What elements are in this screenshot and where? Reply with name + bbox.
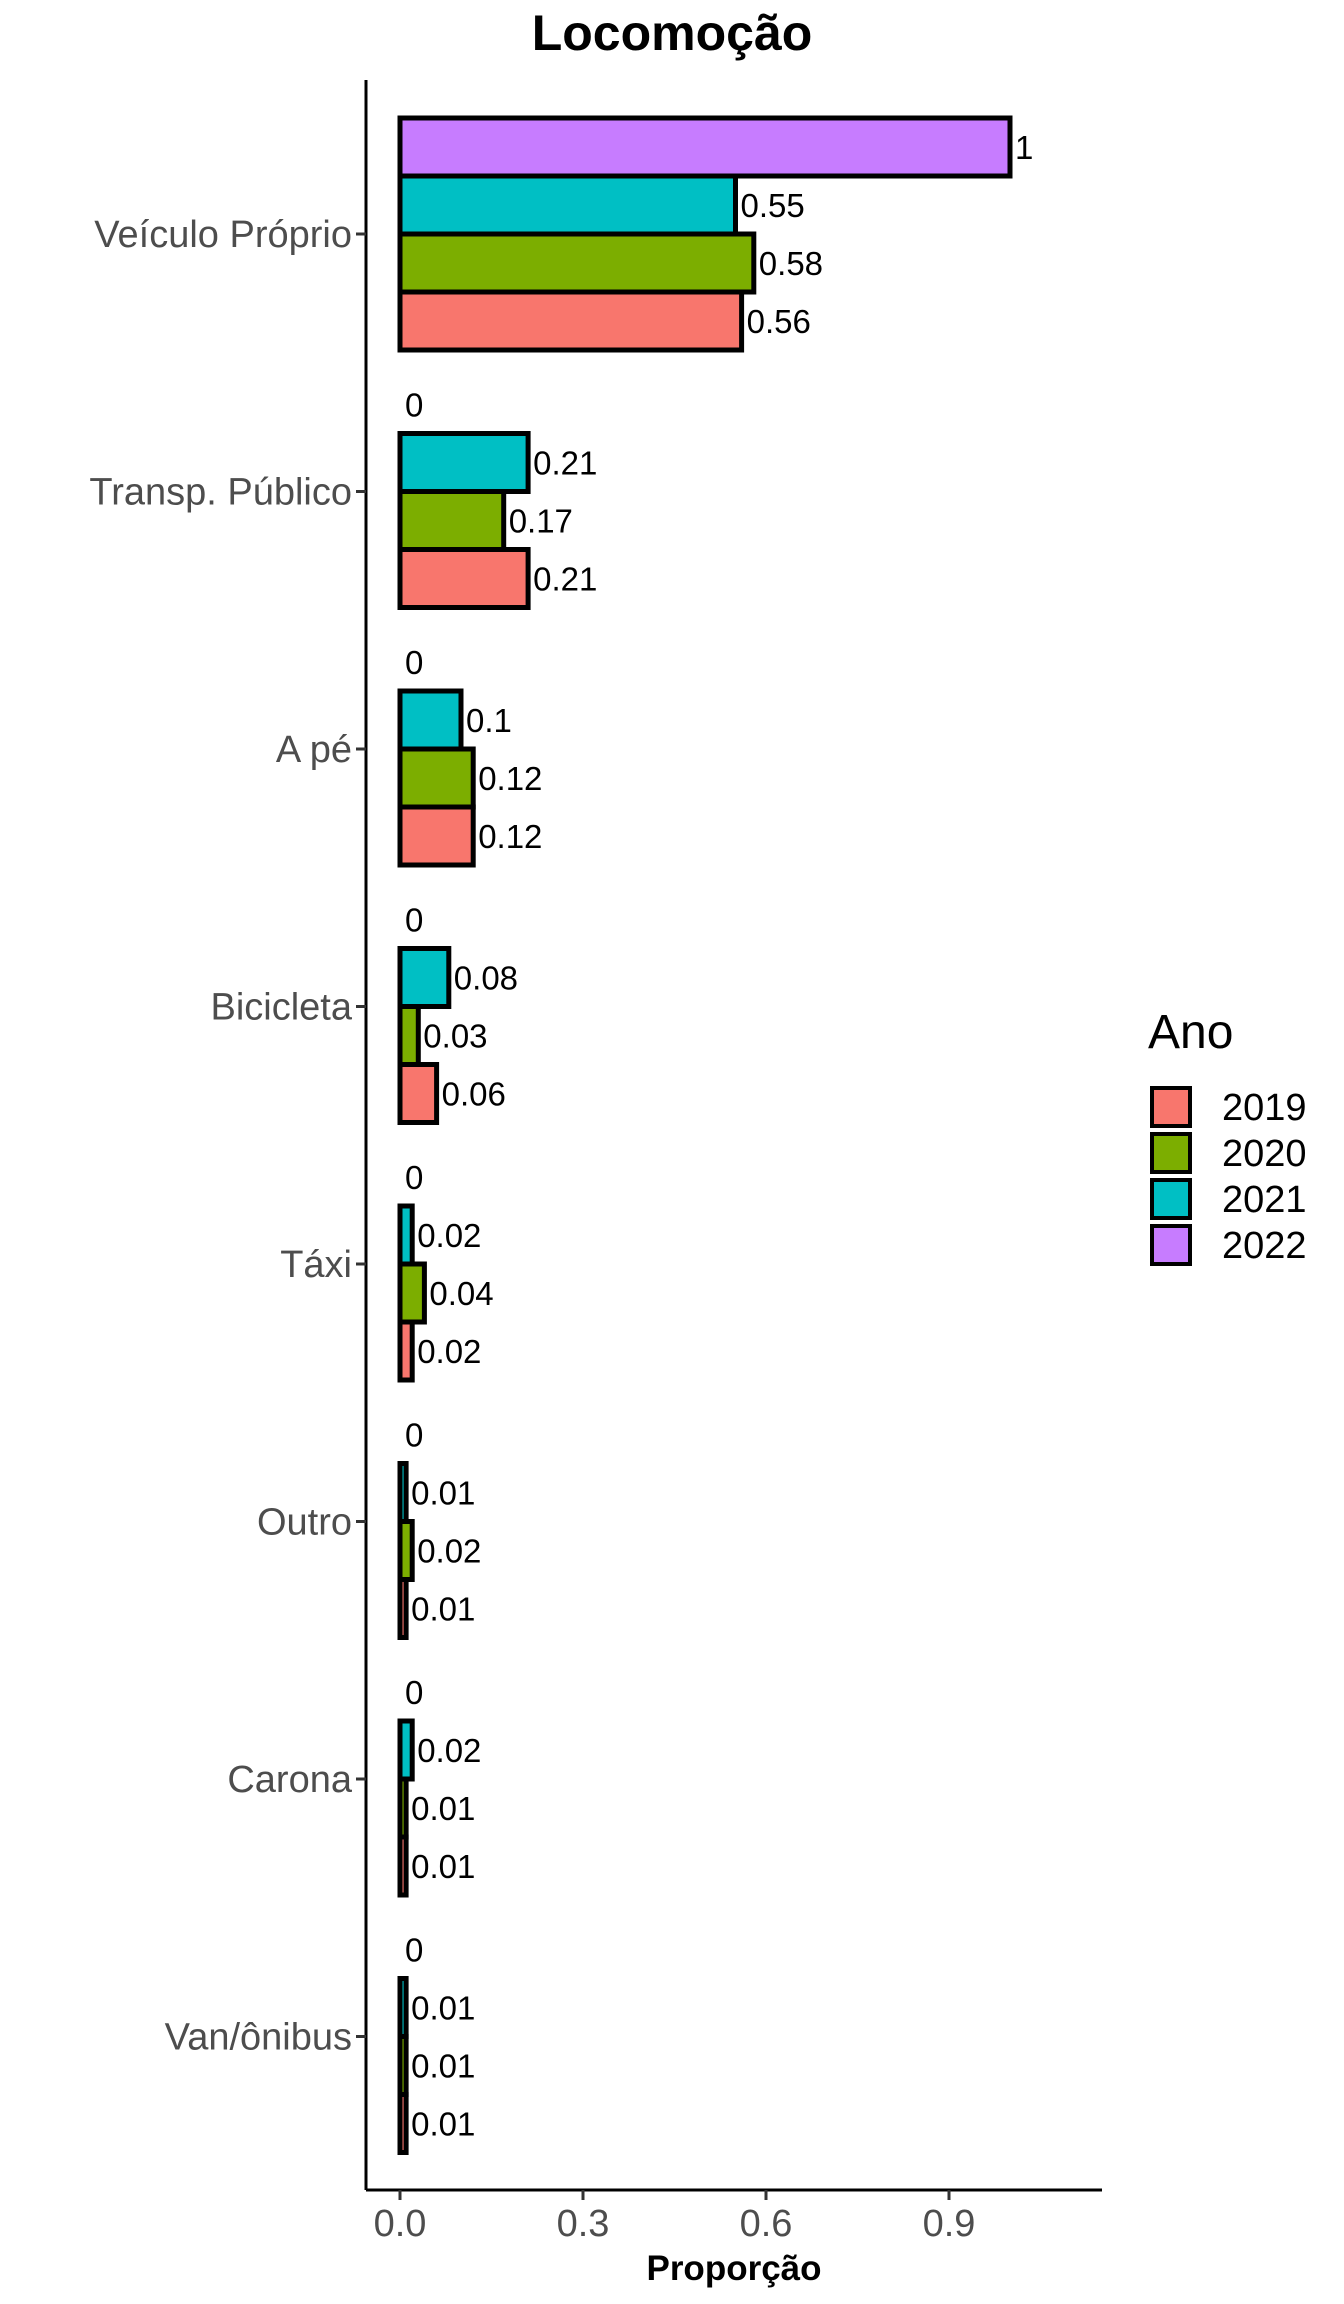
bar-taxi-2020 [397,1261,427,1325]
bar-carona-2020 [397,1776,409,1840]
data-label-veiculo-proprio-2019: 0.56 [747,303,811,340]
legend-label-2020: 2020 [1222,1133,1307,1175]
legend-key-2019 [1150,1086,1192,1128]
data-label-carona-2020: 0.01 [411,1790,475,1827]
y-tick-label-outro: Outro [257,1502,352,1544]
data-label-carona-2022: 0 [405,1674,423,1711]
data-label-a-pe-2021: 0.1 [466,702,512,739]
x-axis-title: Proporção [646,2249,821,2288]
bar-veiculo-proprio-2019 [397,289,745,353]
data-label-transp-publico-2021: 0.21 [533,445,597,482]
y-tick-label-veiculo-proprio: Veículo Próprio [94,214,352,256]
data-label-transp-publico-2022: 0 [405,387,423,424]
data-label-veiculo-proprio-2021: 0.55 [741,187,805,224]
bar-taxi-2019 [397,1319,415,1383]
x-tick-label-1: 0.3 [557,2203,610,2245]
data-label-taxi-2019: 0.02 [417,1333,481,1370]
bar-veiculo-proprio-2020 [397,231,757,295]
data-label-carona-2019: 0.01 [411,1848,475,1885]
bar-a-pe-2021 [397,688,464,752]
bar-a-pe-2020 [397,746,476,810]
bar-outro-2019 [397,1577,409,1640]
data-label-van-onibus-2020: 0.01 [411,2048,475,2085]
legend-label-2019: 2019 [1222,1087,1307,1129]
data-label-bicicleta-2020: 0.03 [423,1018,487,1055]
data-label-outro-2020: 0.02 [417,1533,481,1570]
data-label-transp-publico-2019: 0.21 [533,561,597,598]
data-label-outro-2021: 0.01 [411,1475,475,1512]
data-label-van-onibus-2022: 0 [405,1932,423,1969]
data-label-a-pe-2022: 0 [405,644,423,681]
x-tick-label-3: 0.9 [923,2203,976,2245]
bar-transp-publico-2021 [397,431,531,494]
x-axis-ticks: 0.0 0.3 0.6 0.9 [374,2190,976,2245]
data-label-taxi-2022: 0 [405,1159,423,1196]
bar-veiculo-proprio-2021 [397,173,738,237]
data-label-veiculo-proprio-2020: 0.58 [759,245,823,282]
bar-a-pe-2019 [397,804,476,868]
x-tick-label-2: 0.6 [740,2203,793,2245]
legend-key-2021 [1150,1178,1192,1220]
bar-van-onibus-2021 [397,1976,409,2039]
y-tick-label-van-onibus: Van/ônibus [165,2017,352,2059]
data-label-a-pe-2020: 0.12 [478,760,542,797]
y-tick-label-taxi: Táxi [280,1244,352,1286]
data-label-carona-2021: 0.02 [417,1732,481,1769]
data-label-a-pe-2019: 0.12 [478,818,542,855]
bar-van-onibus-2020 [397,2034,409,2097]
data-label-van-onibus-2021: 0.01 [411,1990,475,2027]
data-label-outro-2019: 0.01 [411,1591,475,1628]
y-tick-label-a-pe: A pé [276,729,352,771]
data-label-bicicleta-2021: 0.08 [454,960,518,997]
plot-area: 0.56 0.58 0.55 1 0.21 0.17 0.21 0 0.12 0.12 0.1 0 0.… [397,115,1033,2155]
chart-title: Locomoção [532,5,813,61]
y-tick-label-transp-publico: Transp. Público [89,472,352,514]
bar-bicicleta-2021 [397,946,452,1009]
legend-label-2022: 2022 [1222,1225,1307,1267]
bar-veiculo-proprio-2022 [397,115,1013,179]
bar-carona-2021 [397,1718,415,1782]
bar-transp-publico-2020 [397,489,507,552]
data-label-bicicleta-2022: 0 [405,902,423,939]
bar-taxi-2021 [397,1203,415,1267]
bar-outro-2021 [397,1461,409,1524]
data-label-taxi-2020: 0.04 [429,1275,493,1312]
bar-bicicleta-2020 [397,1004,421,1067]
data-label-van-onibus-2019: 0.01 [411,2106,475,2143]
data-label-outro-2022: 0 [405,1417,423,1454]
legend-key-2022 [1150,1224,1192,1266]
y-tick-label-carona: Carona [227,1759,352,1801]
data-label-veiculo-proprio-2022: 1 [1015,129,1033,166]
legend-title: Ano [1148,1006,1233,1059]
bar-transp-publico-2019 [397,547,531,610]
bar-van-onibus-2019 [397,2092,409,2155]
y-axis-ticks: Veículo Próprio Transp. Público A pé Bicicl… [89,214,366,2059]
x-tick-label-0: 0.0 [374,2203,427,2245]
data-label-bicicleta-2019: 0.06 [442,1076,506,1113]
data-label-transp-publico-2020: 0.17 [509,503,573,540]
data-label-taxi-2021: 0.02 [417,1217,481,1254]
y-tick-label-bicicleta: Bicicleta [211,987,353,1029]
legend-label-2021: 2021 [1222,1179,1307,1221]
bar-outro-2020 [397,1519,415,1582]
legend-key-2020 [1150,1132,1192,1174]
bar-carona-2019 [397,1834,409,1898]
bar-bicicleta-2019 [397,1062,440,1125]
